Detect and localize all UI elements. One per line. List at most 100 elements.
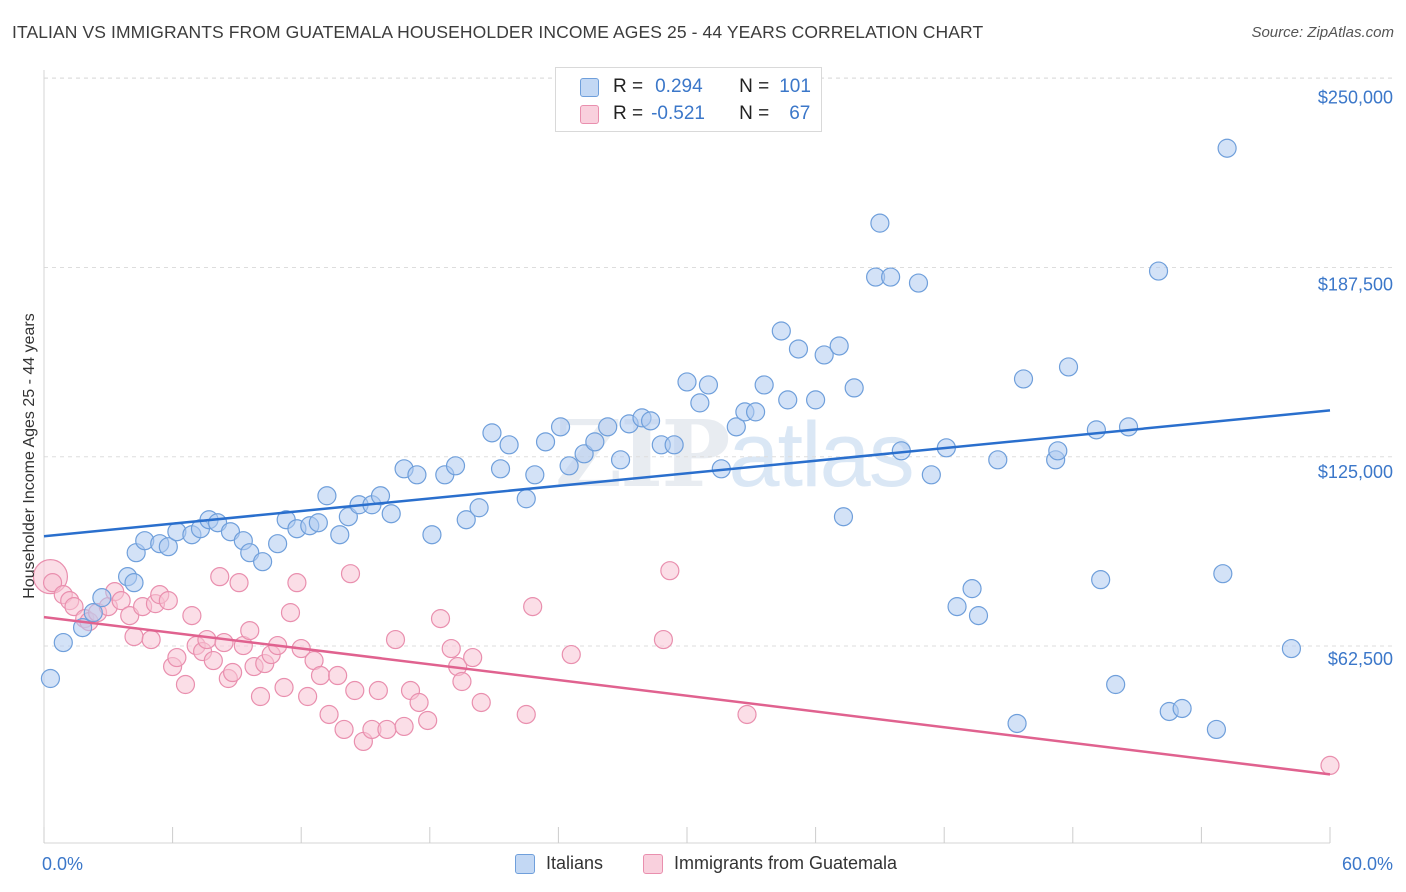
guatemala-point — [287, 573, 307, 593]
bottom-legend-italians: Italians — [515, 853, 603, 874]
guatemala-point — [240, 620, 260, 641]
guatemala-point — [175, 674, 196, 695]
guatemala-point — [737, 704, 757, 725]
italians-swatch — [515, 853, 535, 874]
italian-point — [1106, 674, 1126, 695]
italian-point — [370, 486, 391, 506]
legend-row-italians: R = 0.294 N = 101 — [556, 73, 811, 101]
bottom-legend-italians-label: Italians — [546, 853, 604, 873]
guatemala-point — [377, 719, 397, 740]
italian-point — [805, 390, 826, 410]
italian-point — [338, 507, 358, 527]
italian-point — [640, 411, 661, 431]
italian-point — [778, 390, 798, 410]
italian-point — [490, 459, 511, 479]
italian-point — [988, 450, 1008, 470]
guatemala-point — [167, 647, 187, 668]
guatemala-point — [418, 710, 438, 731]
italian-point — [1091, 570, 1111, 590]
italian-point — [870, 213, 890, 233]
italian-point — [1148, 261, 1169, 281]
italian-point — [83, 603, 103, 623]
guatemala-point — [223, 662, 243, 683]
legend-n-label: N = — [739, 76, 770, 97]
legend-n-value: 67 — [789, 103, 811, 124]
trend-lines — [43, 409, 1331, 776]
tick-labels: $62,500 $125,000 $187,500 $250,000 0.0% 60.0% — [42, 87, 1393, 874]
italian-point — [381, 504, 401, 524]
y-tick-label: $125,000 — [1318, 462, 1393, 482]
italian-point — [445, 456, 466, 476]
italian-point — [664, 435, 684, 455]
guatemala-point — [471, 692, 491, 713]
italian-point — [1007, 713, 1027, 734]
legend-r-label: R = — [613, 76, 644, 97]
guatemala-point — [141, 629, 161, 650]
guatemala-point — [561, 644, 581, 665]
italian-point — [726, 417, 746, 437]
guatemala-point — [368, 680, 388, 701]
legend-r-label: R = — [613, 103, 644, 124]
italian-point — [1118, 417, 1139, 437]
guatemala-point — [182, 606, 202, 626]
italian-point — [1217, 138, 1237, 158]
legend-n-label: N = — [739, 103, 770, 124]
guatemala-point — [42, 573, 63, 593]
italian-point — [469, 498, 489, 518]
guatemala-point — [1320, 755, 1340, 776]
italian-point — [574, 444, 594, 464]
italian-point — [844, 378, 864, 398]
italian-point — [40, 668, 61, 689]
italian-point — [754, 375, 774, 395]
italian-point — [829, 336, 849, 356]
italian-point — [962, 579, 982, 599]
italian-point — [499, 435, 519, 455]
guatemala-point — [124, 626, 144, 647]
source-credit: Source: ZipAtlas.com — [1251, 24, 1394, 41]
italian-point — [1048, 441, 1068, 461]
guatemala-point — [319, 704, 339, 725]
guatemala-point — [385, 629, 406, 650]
axes — [43, 70, 1331, 844]
guatemala-point — [298, 686, 318, 707]
italian-point — [833, 507, 854, 527]
guatemala-point — [203, 650, 223, 671]
italian-point — [598, 417, 618, 437]
guatemala-point — [463, 647, 483, 668]
italian-point — [158, 537, 178, 557]
italian-point — [482, 423, 502, 443]
guatemala-trend-line — [43, 615, 1331, 776]
italian-point — [1013, 369, 1034, 389]
guatemala-swatch — [580, 104, 599, 124]
italian-point — [422, 525, 442, 545]
italians-trend-line — [43, 409, 1331, 538]
italian-point — [698, 375, 719, 395]
guatemala-point — [111, 591, 131, 611]
legend-row-guatemala: R = -0.521 N = 67 — [556, 100, 810, 128]
guatemala-point — [158, 591, 178, 611]
guatemala-swatch — [643, 853, 663, 874]
italian-point — [330, 525, 350, 545]
legend-r-value: -0.521 — [651, 103, 705, 124]
guatemala-point — [214, 632, 234, 653]
bottom-legend-guatemala-label: Immigrants from Guatemala — [674, 853, 898, 873]
italian-point — [1206, 719, 1227, 740]
italian-point — [908, 273, 929, 293]
italian-point — [677, 372, 697, 392]
guatemala-point — [340, 564, 361, 584]
italian-point — [814, 345, 834, 365]
italian-point — [745, 402, 766, 422]
y-axis-label: Householder Income Ages 25 - 44 years — [21, 313, 38, 599]
legend: R = 0.294 N = 101 R = -0.521 N = 67 — [555, 67, 822, 132]
italian-point — [550, 417, 571, 437]
italian-point — [317, 486, 337, 506]
italian-point — [610, 450, 631, 470]
guatemala-point — [64, 597, 84, 617]
legend-r-value: 0.294 — [655, 76, 703, 97]
guatemala-point — [394, 716, 414, 737]
guatemala-point — [441, 638, 461, 659]
guatemala-point — [274, 677, 294, 698]
italian-point — [268, 534, 288, 554]
italians-swatch — [580, 77, 599, 97]
